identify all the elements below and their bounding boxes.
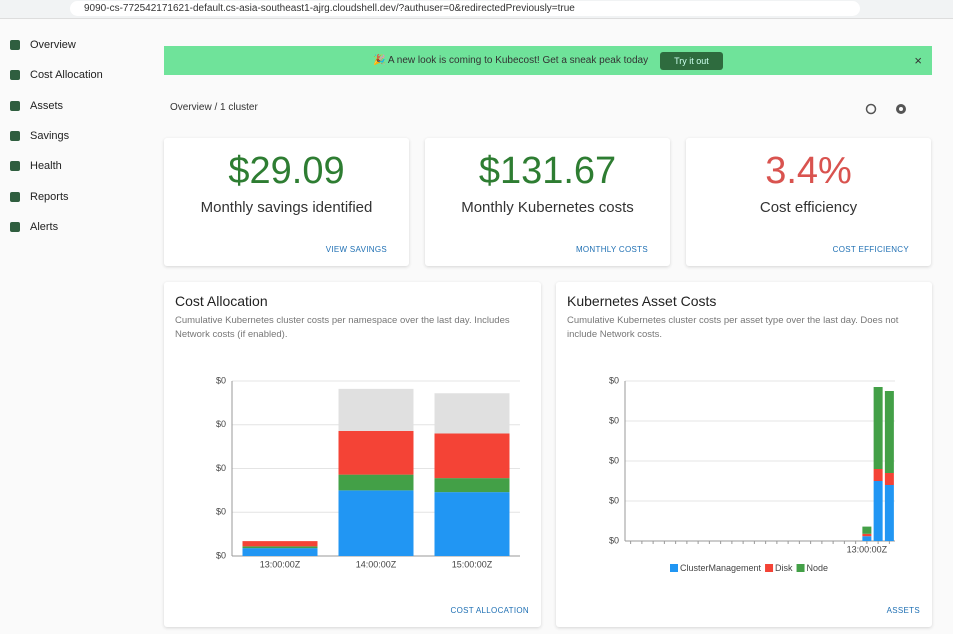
bar-segment bbox=[884, 391, 894, 473]
settings-hole bbox=[899, 107, 903, 111]
x-tick-label: 14:00:00Z bbox=[356, 559, 397, 569]
panel-description: Cumulative Kubernetes cluster costs per … bbox=[567, 315, 899, 340]
banner-text: 🎉 A new look is coming to Kubecost! Get … bbox=[373, 55, 649, 66]
legend-label: Disk bbox=[775, 563, 793, 573]
nav-item[interactable]: Overview bbox=[0, 30, 150, 60]
nav-icon bbox=[10, 221, 20, 232]
bar-segment bbox=[873, 387, 883, 469]
browser-bar: 9090-cs-772542171621-default.cs-asia-sou… bbox=[0, 0, 953, 19]
panel-title: Kubernetes Asset Costs bbox=[567, 293, 717, 309]
nav-item[interactable]: Health bbox=[0, 151, 150, 181]
bar-segment bbox=[242, 546, 318, 549]
bar-segment bbox=[338, 490, 414, 556]
nav-item[interactable]: Reports bbox=[0, 181, 150, 211]
kpi-label: Monthly Kubernetes costs bbox=[461, 199, 634, 216]
nav-label: Alerts bbox=[30, 220, 59, 233]
nav-item[interactable]: Cost Allocation bbox=[0, 60, 150, 90]
y-tick-label: $0 bbox=[216, 550, 226, 560]
legend-swatch bbox=[796, 564, 805, 572]
x-tick-label: 13:00:00Z bbox=[260, 559, 301, 569]
legend-label: Node bbox=[807, 563, 829, 573]
kpi-link[interactable]: VIEW SAVINGS bbox=[325, 245, 387, 254]
kpi-value: $29.09 bbox=[228, 150, 345, 192]
kpi-label: Cost efficiency bbox=[759, 199, 858, 216]
breadcrumb: Overview / 1 cluster bbox=[170, 102, 258, 113]
kpi-link[interactable]: COST EFFICIENCY bbox=[832, 245, 909, 254]
nav-item[interactable]: Savings bbox=[0, 121, 150, 151]
bar-segment bbox=[434, 393, 510, 434]
nav-icon bbox=[10, 40, 20, 51]
y-tick-label: $0 bbox=[609, 535, 619, 545]
kpi-link[interactable]: MONTHLY COSTS bbox=[575, 245, 648, 254]
kpi-card: $29.09 Monthly savings identified VIEW SAV… bbox=[164, 138, 409, 266]
panel-title: Cost Allocation bbox=[175, 293, 268, 309]
banner: 🎉 A new look is coming to Kubecost! Get … bbox=[164, 46, 932, 75]
nav-label: Assets bbox=[30, 99, 64, 112]
panel-description: Cumulative Kubernetes cluster costs per … bbox=[175, 315, 510, 340]
nav-label: Reports bbox=[30, 190, 69, 203]
kpi-value: $131.67 bbox=[478, 150, 617, 192]
bar-segment bbox=[862, 533, 872, 537]
bar-segment bbox=[862, 526, 872, 534]
panel-link[interactable]: COST ALLOCATION bbox=[450, 606, 529, 615]
y-tick-label: $0 bbox=[609, 455, 619, 465]
kpi-label: Monthly savings identified bbox=[200, 199, 373, 216]
bar-segment bbox=[434, 492, 510, 556]
y-tick-label: $0 bbox=[216, 463, 226, 473]
nav-label: Health bbox=[30, 160, 62, 173]
nav-item[interactable]: Assets bbox=[0, 91, 150, 121]
nav-icon bbox=[10, 100, 20, 111]
bar-segment bbox=[873, 469, 883, 481]
kpi-card: $131.67 Monthly Kubernetes costs MONTHLY C… bbox=[425, 138, 670, 266]
nav-label: Cost Allocation bbox=[30, 69, 103, 82]
x-tick-label: 13:00:00Z bbox=[847, 544, 888, 554]
bar-segment bbox=[862, 536, 872, 541]
close-button[interactable]: × bbox=[914, 53, 922, 68]
y-tick-label: $0 bbox=[216, 507, 226, 517]
nav-icon bbox=[10, 191, 20, 202]
nav-icon bbox=[10, 131, 20, 142]
bar-segment bbox=[338, 388, 414, 431]
legend-label: ClusterManagement bbox=[680, 563, 762, 573]
bar-segment bbox=[242, 548, 318, 556]
x-tick-label: 15:00:00Z bbox=[452, 559, 493, 569]
y-tick-label: $0 bbox=[216, 419, 226, 429]
bar-segment bbox=[884, 473, 894, 485]
url[interactable]: 9090-cs-772542171621-default.cs-asia-sou… bbox=[70, 1, 860, 16]
bar-segment bbox=[338, 474, 414, 491]
nav-item[interactable]: Alerts bbox=[0, 212, 150, 242]
refresh-icon[interactable] bbox=[865, 103, 877, 115]
bar-segment bbox=[884, 485, 894, 541]
nav-label: Savings bbox=[30, 130, 70, 143]
y-tick-label: $0 bbox=[609, 495, 619, 505]
y-tick-label: $0 bbox=[609, 415, 619, 425]
panel-link[interactable]: ASSETS bbox=[886, 606, 920, 615]
bar-segment bbox=[242, 541, 318, 547]
legend-swatch bbox=[765, 564, 774, 572]
y-tick-label: $0 bbox=[216, 375, 226, 385]
nav-icon bbox=[10, 161, 20, 172]
kpi-card: 3.4% Cost efficiency COST EFFICIENCY bbox=[686, 138, 931, 266]
toolbar-icons bbox=[865, 103, 906, 115]
bar-segment bbox=[434, 478, 510, 493]
kpi-value: 3.4% bbox=[765, 150, 852, 192]
bar-segment bbox=[338, 430, 414, 475]
asset-costs-panel: Kubernetes Asset Costs Cumulative Kubern… bbox=[556, 282, 932, 627]
sidebar: Overview Cost Allocation Assets Savings Heal… bbox=[0, 30, 150, 242]
legend-swatch bbox=[670, 564, 678, 572]
nav-icon bbox=[10, 70, 20, 81]
bar-segment bbox=[434, 433, 510, 479]
y-tick-label: $0 bbox=[609, 375, 619, 385]
bar-segment bbox=[873, 481, 883, 541]
nav-label: Overview bbox=[30, 39, 76, 52]
try-button[interactable]: Try it out bbox=[660, 51, 723, 70]
